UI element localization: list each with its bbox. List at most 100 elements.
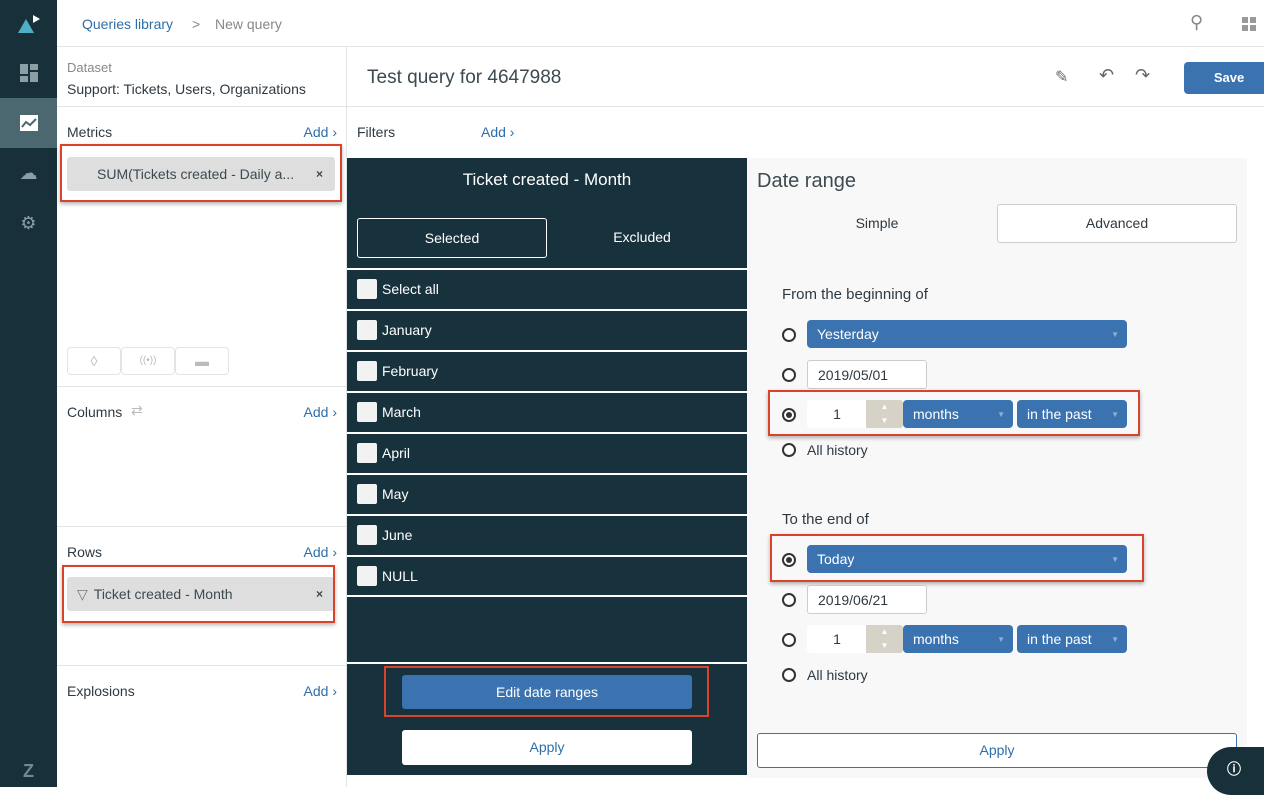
settings-icon[interactable]: ⚙ xyxy=(20,212,37,233)
metric-pill[interactable]: SUM(Tickets created - Daily a... × xyxy=(67,157,335,191)
to-count-stepper[interactable]: 1 ▲ ▼ xyxy=(807,625,903,653)
to-relative-radio[interactable] xyxy=(782,633,796,647)
from-count-stepper[interactable]: 1 ▲ ▼ xyxy=(807,400,903,428)
option-april[interactable]: April xyxy=(347,432,747,472)
side-nav: ☁ ⚙ Z xyxy=(0,0,57,787)
remove-row-icon[interactable]: × xyxy=(315,587,323,601)
caret-down-icon: ▼ xyxy=(1111,634,1119,644)
to-date-input[interactable]: 2019/06/21 xyxy=(807,585,927,614)
breadcrumb-separator: > xyxy=(192,16,201,32)
search-icon[interactable]: ⚲ xyxy=(1190,12,1204,32)
from-relative-radio[interactable] xyxy=(782,408,796,422)
rows-label: Rows xyxy=(67,544,103,560)
from-unit-select[interactable]: months ▼ xyxy=(903,400,1013,428)
option-february[interactable]: February xyxy=(347,350,747,390)
broadcast-icon[interactable]: ((•)) xyxy=(121,347,175,375)
select-value: Yesterday xyxy=(817,326,879,342)
checkbox[interactable] xyxy=(357,484,377,504)
rows-add-link[interactable]: Add › xyxy=(303,544,337,560)
explosions-label: Explosions xyxy=(67,683,135,699)
from-preset-select[interactable]: Yesterday ▼ xyxy=(807,320,1127,348)
to-direction-select[interactable]: in the past ▼ xyxy=(1017,625,1127,653)
tab-selected[interactable]: Selected xyxy=(357,218,547,258)
option-label: March xyxy=(382,404,421,420)
edit-date-ranges-button[interactable]: Edit date ranges xyxy=(402,675,692,709)
option-march[interactable]: March xyxy=(347,391,747,431)
highlight-box xyxy=(62,565,335,623)
option-january[interactable]: January xyxy=(347,309,747,349)
caret-down-icon: ▼ xyxy=(1111,409,1119,419)
option-label: January xyxy=(382,322,432,338)
divider xyxy=(347,662,747,664)
option-label: April xyxy=(382,445,411,461)
redo-icon[interactable]: ↷ xyxy=(1135,65,1151,85)
to-unit-select[interactable]: months ▼ xyxy=(903,625,1013,653)
option-label: NULL xyxy=(382,568,418,584)
filters-label: Filters xyxy=(357,124,396,140)
remove-metric-icon[interactable]: × xyxy=(315,167,323,181)
filter-title: Ticket created - Month xyxy=(462,170,632,189)
metrics-section: Metrics Add › SUM(Tickets created - Dail… xyxy=(57,107,347,387)
explosions-section: Explosions Add › xyxy=(57,666,347,787)
to-all-history-label: All history xyxy=(807,667,868,683)
to-preset-select[interactable]: Today ▼ xyxy=(807,545,1127,573)
checkbox[interactable] xyxy=(357,320,377,340)
edit-icon[interactable]: ✎ xyxy=(1055,69,1069,86)
breadcrumb-queries-library[interactable]: Queries library xyxy=(82,16,174,32)
checkbox[interactable] xyxy=(357,525,377,545)
to-all-history-radio[interactable] xyxy=(782,668,796,682)
columns-add-link[interactable]: Add › xyxy=(303,404,337,420)
count-value: 1 xyxy=(833,406,841,422)
filters-add-link[interactable]: Add › xyxy=(481,124,515,140)
checkbox[interactable] xyxy=(357,402,377,422)
logo-icon[interactable] xyxy=(0,0,57,47)
swap-icon[interactable]: ⇄ xyxy=(131,402,143,418)
undo-icon[interactable]: ↶ xyxy=(1099,65,1115,85)
from-label: From the beginning of xyxy=(782,286,928,303)
filter-icon[interactable]: ▽ xyxy=(77,585,88,602)
tab-simple[interactable]: Simple xyxy=(855,215,899,231)
to-date-radio[interactable] xyxy=(782,593,796,607)
dashboard-icon[interactable] xyxy=(0,48,57,98)
filters-bar: Filters Add › xyxy=(347,107,1264,158)
explosions-add-link[interactable]: Add › xyxy=(303,683,337,699)
query-title[interactable]: Test query for 4647988 xyxy=(367,67,562,88)
save-button[interactable]: Save xyxy=(1184,62,1264,94)
select-value: months xyxy=(913,406,959,422)
reporting-icon[interactable] xyxy=(0,98,57,148)
droplet-icon[interactable]: ◊ xyxy=(67,347,121,375)
zendesk-icon[interactable]: Z xyxy=(23,760,34,781)
option-null[interactable]: NULL xyxy=(347,555,747,597)
checkbox[interactable] xyxy=(357,443,377,463)
option-select-all[interactable]: Select all xyxy=(347,268,747,308)
upload-icon[interactable]: ☁ xyxy=(19,162,38,183)
option-june[interactable]: June xyxy=(347,514,747,554)
help-icon: ⓘ xyxy=(1227,761,1241,777)
dataset-label: Dataset xyxy=(67,60,112,75)
checkbox[interactable] xyxy=(357,566,377,586)
tab-advanced[interactable]: Advanced xyxy=(997,204,1237,243)
stepper-arrows-icon[interactable]: ▲ ▼ xyxy=(866,625,903,653)
top-bar: Queries library > New query ⚲ xyxy=(57,0,1264,47)
checkbox[interactable] xyxy=(357,279,377,299)
row-pill[interactable]: ▽ Ticket created - Month × xyxy=(67,577,335,611)
apps-grid-icon[interactable] xyxy=(1242,17,1256,31)
date-range-apply-button[interactable]: Apply xyxy=(757,733,1237,768)
option-may[interactable]: May xyxy=(347,473,747,513)
from-preset-radio[interactable] xyxy=(782,328,796,342)
comment-icon[interactable]: ▬ xyxy=(175,347,229,375)
tab-excluded[interactable]: Excluded xyxy=(613,229,671,245)
highlight-box xyxy=(384,666,709,717)
metrics-add-link[interactable]: Add › xyxy=(303,124,337,140)
help-button[interactable]: ⓘ xyxy=(1207,747,1264,795)
filter-apply-button[interactable]: Apply xyxy=(402,730,692,765)
checkbox[interactable] xyxy=(357,361,377,381)
highlight-box xyxy=(768,390,1140,436)
from-date-radio[interactable] xyxy=(782,368,796,382)
from-date-input[interactable]: 2019/05/01 xyxy=(807,360,927,389)
from-all-history-radio[interactable] xyxy=(782,443,796,457)
stepper-arrows-icon[interactable]: ▲ ▼ xyxy=(866,400,903,428)
from-direction-select[interactable]: in the past ▼ xyxy=(1017,400,1127,428)
dataset-value[interactable]: Support: Tickets, Users, Organizations xyxy=(67,81,306,97)
to-preset-radio[interactable] xyxy=(782,553,796,567)
